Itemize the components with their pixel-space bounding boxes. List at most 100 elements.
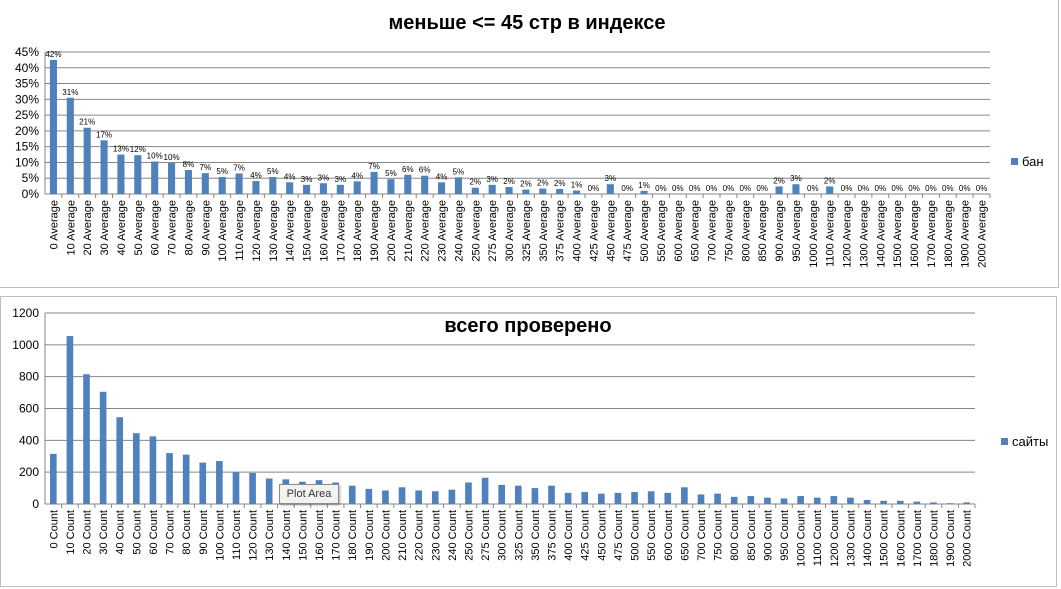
bar bbox=[218, 176, 226, 194]
bar bbox=[336, 184, 344, 194]
x-tick-label: 1400 Count bbox=[862, 510, 874, 567]
x-tick-label: 1800 Count bbox=[928, 510, 940, 567]
bar bbox=[780, 498, 788, 504]
x-tick-label: 70 Count bbox=[165, 510, 177, 555]
y-tick-label: 1000 bbox=[12, 338, 39, 352]
data-label: 0% bbox=[875, 184, 887, 193]
x-tick-label: 200 Count bbox=[380, 510, 392, 561]
data-label: 0% bbox=[942, 184, 954, 193]
bar bbox=[252, 181, 260, 194]
data-label: 0% bbox=[706, 184, 718, 193]
bar bbox=[134, 155, 142, 194]
x-tick-label: 275 Count bbox=[480, 510, 492, 561]
bar bbox=[265, 478, 273, 504]
data-label: 5% bbox=[453, 167, 465, 176]
bar bbox=[66, 97, 74, 194]
x-tick-label: 950 Count bbox=[779, 510, 791, 561]
x-tick-label: 60 Count bbox=[148, 510, 160, 555]
bar bbox=[216, 461, 223, 504]
x-tick-label: 1700 Average bbox=[926, 200, 938, 268]
bar bbox=[438, 182, 446, 194]
x-tick-label: 1900 Count bbox=[945, 510, 957, 567]
data-label: 13% bbox=[113, 145, 129, 154]
x-tick-label: 800 Count bbox=[729, 510, 741, 561]
data-label: 0% bbox=[891, 184, 903, 193]
x-tick-label: 425 Average bbox=[588, 200, 600, 262]
bar bbox=[797, 496, 804, 504]
x-tick-label: 475 Count bbox=[613, 510, 625, 561]
data-label: 6% bbox=[419, 166, 431, 175]
data-label: 0% bbox=[723, 184, 735, 193]
x-tick-label: 950 Average bbox=[791, 200, 803, 262]
x-tick-label: 1600 Count bbox=[895, 510, 907, 567]
data-label: 21% bbox=[79, 118, 95, 127]
data-label: 4% bbox=[250, 171, 262, 180]
x-tick-label: 240 Count bbox=[447, 510, 459, 561]
y-tick-label: 0% bbox=[22, 187, 40, 201]
y-tick-label: 1200 bbox=[12, 306, 39, 320]
x-tick-label: 1200 Count bbox=[829, 510, 841, 567]
bar bbox=[863, 500, 871, 504]
y-tick-label: 600 bbox=[19, 402, 39, 416]
x-tick-label: 650 Average bbox=[690, 200, 702, 262]
x-tick-label: 550 Average bbox=[656, 200, 668, 262]
x-tick-label: 900 Count bbox=[762, 510, 774, 561]
bar bbox=[382, 490, 389, 504]
bar bbox=[498, 484, 506, 504]
data-label: 3% bbox=[318, 173, 330, 182]
bar bbox=[830, 496, 838, 504]
x-tick-label: 150 Average bbox=[302, 200, 314, 262]
bar bbox=[647, 491, 655, 504]
bar bbox=[896, 500, 904, 504]
bar bbox=[365, 488, 373, 504]
y-tick-label: 400 bbox=[19, 433, 39, 447]
x-tick-label: 650 Count bbox=[679, 510, 691, 561]
y-tick-label: 40% bbox=[15, 61, 39, 75]
x-tick-label: 80 Count bbox=[181, 510, 193, 555]
x-tick-label: 300 Count bbox=[497, 510, 509, 561]
bar bbox=[847, 497, 854, 504]
x-tick-label: 800 Average bbox=[740, 200, 752, 262]
bar bbox=[199, 462, 207, 504]
bar bbox=[249, 472, 256, 504]
bar bbox=[514, 485, 522, 504]
x-tick-label: 500 Average bbox=[639, 200, 651, 262]
x-tick-label: 40 Average bbox=[116, 200, 128, 255]
bar bbox=[747, 496, 755, 504]
x-tick-label: 700 Average bbox=[707, 200, 719, 262]
data-label: 0% bbox=[976, 184, 988, 193]
x-tick-label: 325 Average bbox=[521, 200, 533, 262]
bar bbox=[548, 485, 555, 504]
x-tick-label: 2000 Count bbox=[962, 510, 974, 567]
data-label: 5% bbox=[216, 167, 228, 176]
x-tick-label: 70 Average bbox=[167, 200, 179, 255]
data-label: 8% bbox=[183, 160, 195, 169]
y-tick-label: 20% bbox=[15, 124, 39, 138]
bar bbox=[83, 127, 91, 194]
legend-swatch bbox=[1001, 438, 1008, 445]
bar bbox=[431, 491, 439, 504]
data-label: 0% bbox=[621, 184, 633, 193]
bar bbox=[66, 336, 74, 504]
bar bbox=[792, 184, 800, 194]
data-label: 5% bbox=[267, 167, 279, 176]
bar bbox=[303, 184, 311, 194]
bar bbox=[826, 186, 834, 194]
bar bbox=[49, 59, 57, 195]
bar bbox=[99, 391, 107, 504]
x-tick-label: 425 Count bbox=[580, 510, 592, 561]
x-tick-label: 450 Count bbox=[596, 510, 608, 561]
y-tick-label: 200 bbox=[19, 465, 39, 479]
bar bbox=[963, 502, 971, 504]
x-tick-label: 240 Average bbox=[453, 200, 465, 262]
x-tick-label: 180 Count bbox=[347, 510, 359, 561]
bar bbox=[880, 500, 887, 504]
x-tick-label: 750 Average bbox=[723, 200, 735, 262]
x-tick-label: 230 Count bbox=[430, 510, 442, 561]
bar bbox=[232, 472, 240, 504]
x-tick-label: 30 Average bbox=[99, 200, 111, 255]
x-tick-label: 1100 Average bbox=[825, 200, 837, 267]
data-label: 0% bbox=[807, 184, 819, 193]
x-tick-label: 400 Count bbox=[563, 510, 575, 561]
x-tick-label: 2000 Average bbox=[977, 200, 989, 268]
